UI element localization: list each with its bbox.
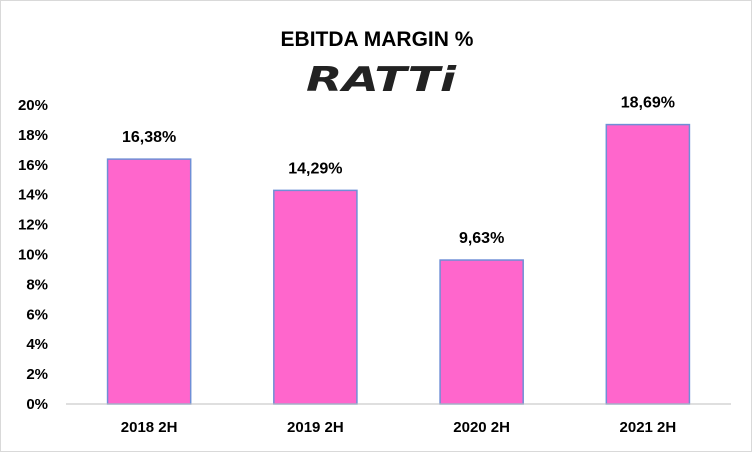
x-tick-label: 2018 2H [121,419,178,436]
y-tick-label: 20% [18,97,48,114]
data-label: 16,38% [122,129,176,146]
ratti-logo: RATTi [306,60,458,100]
y-tick-label: 2% [26,366,48,383]
y-tick-label: 16% [18,157,48,174]
chart-title: EBITDA MARGIN % [281,28,474,51]
y-tick-label: 4% [26,336,48,353]
y-axis: 0% 2% 4% 6% 8% 10% 12% 14% 16% 18% 20% [18,97,48,413]
bar-2021-2h [605,123,691,405]
data-label: 9,63% [459,230,504,247]
bar-2018-2h [106,158,192,405]
y-tick-label: 18% [18,127,48,144]
y-tick-label: 14% [18,187,48,204]
x-axis: 2018 2H 2019 2H 2020 2H 2021 2H [121,419,676,436]
x-tick-label: 2019 2H [287,419,344,436]
bars-group [106,123,691,405]
logo-wordmark: RATTi [306,60,458,100]
bar-2019-2h [273,189,358,405]
y-tick-label: 0% [26,396,48,413]
data-label: 18,69% [621,95,675,112]
data-labels-group: 16,38% 14,29% 9,63% 18,69% [122,95,675,247]
y-tick-label: 12% [18,217,48,234]
data-label: 14,29% [288,160,342,177]
x-tick-label: 2020 2H [453,419,510,436]
y-tick-label: 6% [26,306,48,323]
bar-2020-2h [439,259,524,405]
x-tick-label: 2021 2H [620,419,677,436]
y-tick-label: 10% [18,247,48,264]
y-tick-label: 8% [26,276,48,293]
